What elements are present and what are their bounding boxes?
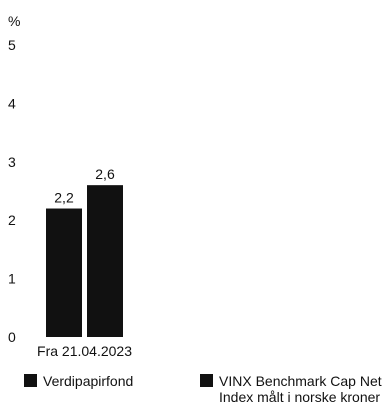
legend-label: Verdipapirfond [43,373,133,389]
legend-swatch [24,374,37,387]
chart-title-fragment [2,0,338,10]
y-tick-label: 3 [8,154,16,170]
legend-swatch [200,374,213,387]
y-axis-unit-label: % [8,13,20,29]
y-tick-label: 5 [8,37,16,53]
legend-label: VINX Benchmark Cap Net [219,373,382,389]
bar-benchmark [87,185,123,337]
bar-verdipapirfond [46,208,82,337]
y-tick-label: 0 [8,329,16,345]
y-tick-label: 1 [8,271,16,287]
legend-label: Index målt i norske kroner [219,389,380,405]
y-tick-label: 2 [8,212,16,228]
bar-value-label: 2,6 [95,166,115,182]
y-tick-label: 4 [8,95,16,111]
bar-value-label: 2,2 [54,190,74,206]
category-labels: Fra 21.04.2023 [37,343,132,359]
category-label: Fra 21.04.2023 [37,343,132,359]
bars [46,185,123,337]
bar-value-labels: 2,2 2,6 [54,166,115,205]
legend: Verdipapirfond VINX Benchmark Cap NetInde… [24,373,382,405]
y-axis-ticks: 0 1 2 3 4 5 [8,37,16,345]
